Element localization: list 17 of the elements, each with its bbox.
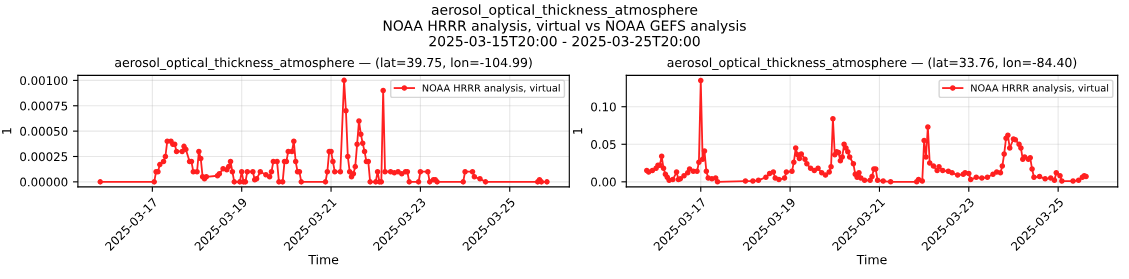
legend-label: NOAA HRRR analysis, virtual [971,84,1109,94]
y-tick-label: 0.00025 [20,152,68,162]
y-axis-title: 1 [2,128,12,134]
legend-label: NOAA HRRR analysis, virtual [422,84,560,94]
text: aerosol_optical_thickness_atmosphere NOAA HRRR analysis, virtual vs NOAA GEFS analysis 2025-03-15T20:00 - 2025-03-25T20:00 [383,4,746,47]
y-axis-title: 1 [573,128,583,134]
y-tick-label: 0.10 [591,102,616,112]
x-axis-title: Time [856,254,887,265]
y-tick-label: 0.00075 [20,101,68,111]
chart-title: aerosol_optical_thickness_atmosphere — (lat=39.75, lon=-104.99) [115,57,532,70]
y-tick-label: 0.00100 [20,76,68,86]
x-axis-title: Time [308,254,339,265]
y-tick-label: 0.00050 [20,126,68,136]
chart-title: aerosol_optical_thickness_atmosphere — (lat=33.76, lon=-84.40) [667,57,1077,70]
y-tick-label: 0.05 [591,140,616,149]
y-tick-label: 0.00000 [20,177,68,187]
y-tick-label: 0.00 [591,177,616,187]
